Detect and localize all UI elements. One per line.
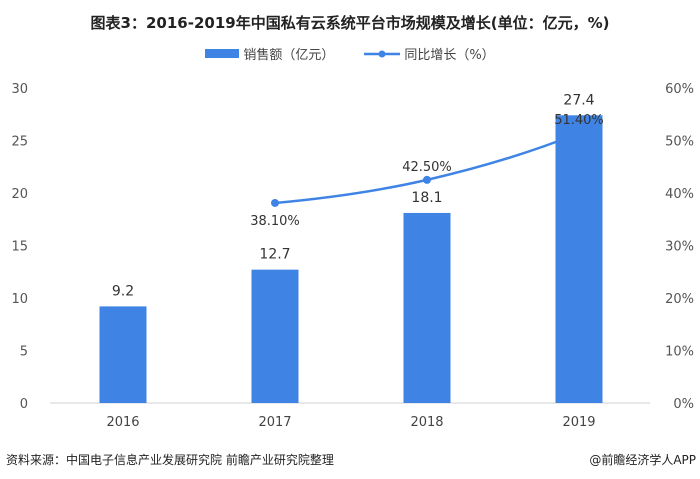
bar-value-label: 27.4 [563,92,594,108]
y2-tick-label: 30% [665,240,694,255]
y2-tick-label: 10% [665,345,694,360]
bar-swatch-icon [205,49,240,58]
y-tick-label: 0 [20,397,28,412]
bar-value-label: 18.1 [411,190,442,206]
y2-tick-label: 20% [665,292,694,307]
growth-value-label: 38.10% [250,214,300,229]
y-tick-label: 30 [11,82,28,97]
source-note: 资料来源：中国电子信息产业发展研究院 前瞻产业研究院整理 [6,453,334,467]
growth-point [423,175,431,184]
brand-credit: @前瞻经济学人APP [589,453,696,467]
x-tick-label: 2018 [410,415,443,430]
y-tick-label: 10 [11,292,28,307]
growth-point [271,198,279,207]
bar [99,306,147,403]
y-tick-label: 25 [11,135,28,150]
bar [555,115,603,404]
y-tick-label: 5 [20,345,28,360]
growth-value-label: 42.50% [402,160,452,175]
legend-bar-label: 销售额（亿元） [243,48,335,63]
y2-tick-label: 40% [665,187,694,202]
y-tick-label: 15 [11,240,28,255]
y-tick-label: 20 [11,187,28,202]
bar [403,212,451,403]
bar [251,269,299,403]
legend-line-label: 同比增长（%） [404,48,495,63]
x-tick-label: 2019 [562,415,595,430]
bar-value-label: 12.7 [259,247,290,263]
growth-point [575,129,583,138]
chart-title: 图表3：2016-2019年中国私有云系统平台市场规模及增长(单位：亿元，%) [90,14,610,32]
line-swatch-icon [364,50,401,57]
y2-tick-label: 60% [665,82,694,97]
y2-tick-label: 0% [673,397,694,412]
y2-tick-label: 50% [665,135,694,150]
growth-value-label: 51.40% [554,113,604,128]
legend-bar: 销售额（亿元） [205,44,334,63]
x-tick-label: 2017 [258,415,291,430]
legend-line: 同比增长（%） [364,44,495,63]
x-tick-label: 2016 [106,415,139,430]
legend: 销售额（亿元） 同比增长（%） [0,44,700,63]
bar-value-label: 9.2 [112,283,134,299]
